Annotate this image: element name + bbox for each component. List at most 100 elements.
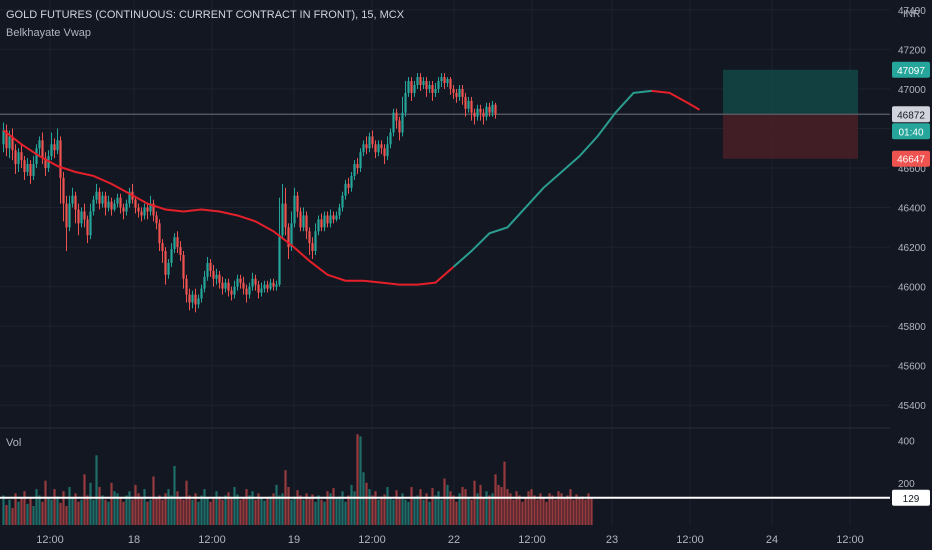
volume-bar [17,501,20,525]
candle-body [245,288,248,295]
volume-bar [257,493,260,525]
target-price-label: 47097 [897,66,925,77]
candle-body [305,215,308,232]
candle-body [56,140,59,151]
volume-bar [149,499,152,525]
candle-body [440,77,443,82]
volume-bar [518,495,521,525]
candle-body [110,201,113,210]
candle-body [329,215,332,224]
candle-body [155,215,158,224]
candle-body [275,284,278,287]
candle-body [101,195,104,204]
stop-zone[interactable] [723,114,858,159]
volume-bar [152,476,155,525]
candle-body [476,108,479,117]
volume-bar [437,491,440,525]
volume-bar [2,495,5,525]
candlestick-series [2,73,497,313]
candle-body [434,88,437,93]
candle-body [422,81,425,85]
candle-body [122,207,125,212]
volume-bar [245,489,248,525]
candle-body [137,207,140,212]
volume-bar [317,495,320,525]
candle-body [443,77,446,84]
volume-bar [305,493,308,525]
volume-bar [119,497,122,525]
volume-bar [134,484,137,525]
volume-bar [464,489,467,525]
volume-bar [92,499,95,525]
candle-body [119,197,122,208]
volume-bar [542,497,545,525]
candle-body [470,100,473,113]
volume-bar [227,492,230,525]
volume-bar [182,499,185,525]
volume-bar [509,493,512,525]
volume-bar [563,497,566,525]
volume-bar [137,493,140,525]
volume-bar [221,499,224,525]
candle-body [62,177,65,204]
candle-body [332,215,335,220]
volume-bar [20,497,23,525]
candle-body [218,274,221,283]
volume-bar [332,488,335,525]
volume-bar [164,493,167,525]
candle-body [176,237,179,248]
candle-body [416,77,419,85]
volume-bar [455,501,458,525]
position-tool[interactable] [723,69,858,159]
volume-bar [566,495,569,525]
candle-body [161,243,164,252]
volume-bar [452,495,455,525]
candle-body [182,255,185,279]
volume-bar [530,489,533,525]
candle-body [266,284,269,289]
candle-body [401,112,404,133]
candle-body [188,294,191,303]
time-tick-label: 23 [606,534,618,546]
volume-bar [122,501,125,525]
time-axis[interactable]: 12:00 18 12:00 19 12:00 22 12:00 23 12:00 24 12:00 [36,534,864,546]
candle-body [485,106,488,117]
volume-bar [410,487,413,525]
candle-body [227,282,230,291]
time-tick-label: 18 [128,534,140,546]
candle-body [347,183,350,188]
candle-body [185,278,188,295]
candle-body [281,203,284,236]
volume-bar [503,461,506,525]
candle-body [170,249,173,263]
volume-bar [41,501,44,525]
volume-bar [545,501,548,525]
currency-label: INR [903,9,921,20]
volume-bar [569,489,572,525]
volume-bar [215,491,218,525]
volume-bar [140,497,143,525]
volume-bar [323,501,326,525]
volume-bar [203,489,206,525]
volume-bar [551,495,554,525]
volume-bar [512,499,515,525]
candle-body [95,191,98,200]
volume-bar [158,495,161,525]
candle-body [5,130,8,149]
volume-bar [236,494,239,525]
candle-body [230,290,233,295]
volume-bar [365,482,368,525]
candle-body [284,203,287,228]
candle-body [386,144,389,157]
candle-body [458,88,461,97]
candle-body [26,164,29,172]
candle-body [197,298,200,305]
candle-body [68,203,71,228]
candle-body [341,195,344,208]
candle-body [452,88,455,93]
candle-body [134,199,137,208]
candle-body [254,278,257,285]
candle-body [314,231,317,252]
target-zone[interactable] [723,69,858,115]
